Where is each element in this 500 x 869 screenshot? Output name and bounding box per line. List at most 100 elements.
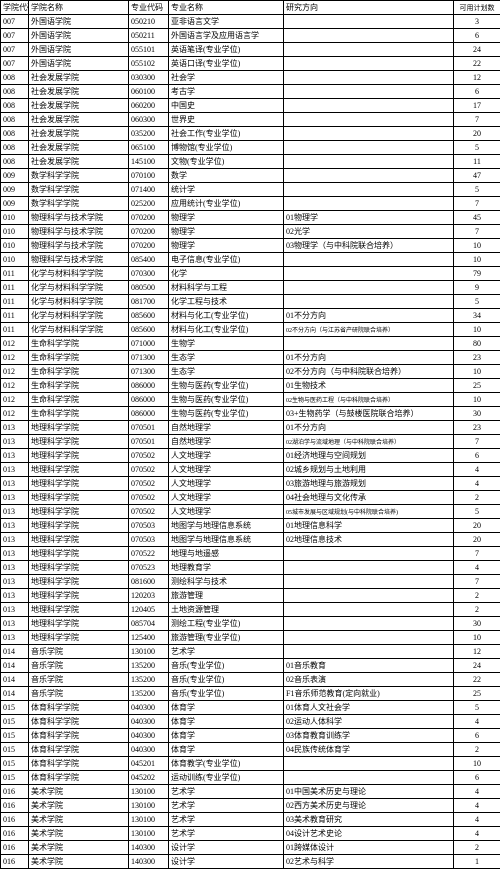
cell: 008: [1, 85, 29, 99]
table-row: 013地理科学学院085704测绘工程(专业学位)30: [1, 617, 500, 631]
cell: 音乐学院: [29, 673, 129, 687]
cell: 10: [454, 393, 500, 407]
cell: 015: [1, 729, 29, 743]
cell: 065100: [129, 141, 169, 155]
cell: 070523: [129, 561, 169, 575]
cell: 013: [1, 547, 29, 561]
cell: 10: [454, 365, 500, 379]
cell: 10: [454, 239, 500, 253]
header-row: 学院代码 学院名称 专业代码 专业名称 研究方向 可用计划数: [1, 1, 500, 15]
cell: 016: [1, 785, 29, 799]
cell: F1音乐师范教育(定向就业): [284, 687, 454, 701]
cell: [284, 281, 454, 295]
cell: 外国语学院: [29, 15, 129, 29]
cell: 013: [1, 449, 29, 463]
cell: 071400: [129, 183, 169, 197]
cell: 070200: [129, 225, 169, 239]
cell: 086000: [129, 393, 169, 407]
cell: 电子信息(专业学位): [169, 253, 284, 267]
cell: 生命科学学院: [29, 407, 129, 421]
cell: 4: [454, 561, 500, 575]
table-row: 013地理科学学院070501自然地理学02湖泊学与流域地理（与中科院联合培养）…: [1, 435, 500, 449]
cell: 地理科学学院: [29, 435, 129, 449]
cell: 社会发展学院: [29, 85, 129, 99]
cell: 20: [454, 127, 500, 141]
cell: 145100: [129, 155, 169, 169]
cell: 人文地理学: [169, 449, 284, 463]
cell: 生物学: [169, 337, 284, 351]
cell: 013: [1, 533, 29, 547]
cell: 统计学: [169, 183, 284, 197]
cell: 081600: [129, 575, 169, 589]
cell: 050210: [129, 15, 169, 29]
cell: 030300: [129, 71, 169, 85]
cell: 125400: [129, 631, 169, 645]
cell: 080500: [129, 281, 169, 295]
cell: 016: [1, 799, 29, 813]
cell: 7: [454, 225, 500, 239]
table-row: 008社会发展学院145100文物(专业学位)11: [1, 155, 500, 169]
cell: 013: [1, 519, 29, 533]
cell: 美术学院: [29, 799, 129, 813]
table-row: 009数学科学学院070100数学47: [1, 169, 500, 183]
cell: 12: [454, 645, 500, 659]
cell: [284, 631, 454, 645]
cell: 地理科学学院: [29, 421, 129, 435]
cell: 4: [454, 799, 500, 813]
cell: 化学与材料科学学院: [29, 295, 129, 309]
cell: 010: [1, 253, 29, 267]
cell: 013: [1, 505, 29, 519]
cell: 22: [454, 673, 500, 687]
cell: 5: [454, 183, 500, 197]
cell: 045201: [129, 757, 169, 771]
cell: 3: [454, 15, 500, 29]
cell: 地理科学学院: [29, 533, 129, 547]
cell: 007: [1, 43, 29, 57]
table-row: 013地理科学学院070523地理教育学4: [1, 561, 500, 575]
table-row: 012生命科学学院086000生物与医药(专业学位)03+生物药学（与鼓楼医院联…: [1, 407, 500, 421]
cell: 070100: [129, 169, 169, 183]
cell: 016: [1, 813, 29, 827]
cell: 05城市发展与区域规划(与中科院联合培养): [284, 505, 454, 519]
cell: 03物理学（与中科院联合培养）: [284, 239, 454, 253]
cell: [284, 99, 454, 113]
cell: 012: [1, 407, 29, 421]
cell: [284, 575, 454, 589]
cell: 物理科学与技术学院: [29, 253, 129, 267]
cell: 物理学: [169, 211, 284, 225]
cell: 02不分方向（与中科院联合培养）: [284, 365, 454, 379]
cell: 社会工作(专业学位): [169, 127, 284, 141]
cell: 012: [1, 379, 29, 393]
table-row: 013地理科学学院070503地图学与地理信息系统02地理信息技术20: [1, 533, 500, 547]
cell: 艺术学: [169, 827, 284, 841]
cell: 17: [454, 99, 500, 113]
cell: 01不分方向: [284, 309, 454, 323]
col-direction: 研究方向: [284, 1, 454, 15]
cell: 材料与化工(专业学位): [169, 323, 284, 337]
cell: 085400: [129, 253, 169, 267]
enrollment-table: 学院代码 学院名称 专业代码 专业名称 研究方向 可用计划数 007外国语学院0…: [0, 0, 500, 869]
cell: 音乐(专业学位): [169, 673, 284, 687]
cell: 070503: [129, 519, 169, 533]
cell: 015: [1, 757, 29, 771]
cell: 2: [454, 589, 500, 603]
cell: [284, 127, 454, 141]
table-row: 016美术学院130100艺术学03美术教育研究4: [1, 813, 500, 827]
cell: 04社会地理与文化传承: [284, 491, 454, 505]
cell: 012: [1, 337, 29, 351]
cell: 地理科学学院: [29, 589, 129, 603]
cell: 化学工程与技术: [169, 295, 284, 309]
cell: 社会发展学院: [29, 99, 129, 113]
cell: 10: [454, 323, 500, 337]
table-row: 011化学与材料科学学院070300化学79: [1, 267, 500, 281]
cell: 社会学: [169, 71, 284, 85]
cell: 085600: [129, 323, 169, 337]
cell: 085600: [129, 309, 169, 323]
cell: 130100: [129, 813, 169, 827]
cell: 011: [1, 309, 29, 323]
table-row: 007外国语学院050211外国语言学及应用语言学6: [1, 29, 500, 43]
cell: [284, 337, 454, 351]
cell: 23: [454, 421, 500, 435]
cell: [284, 757, 454, 771]
cell: [284, 113, 454, 127]
